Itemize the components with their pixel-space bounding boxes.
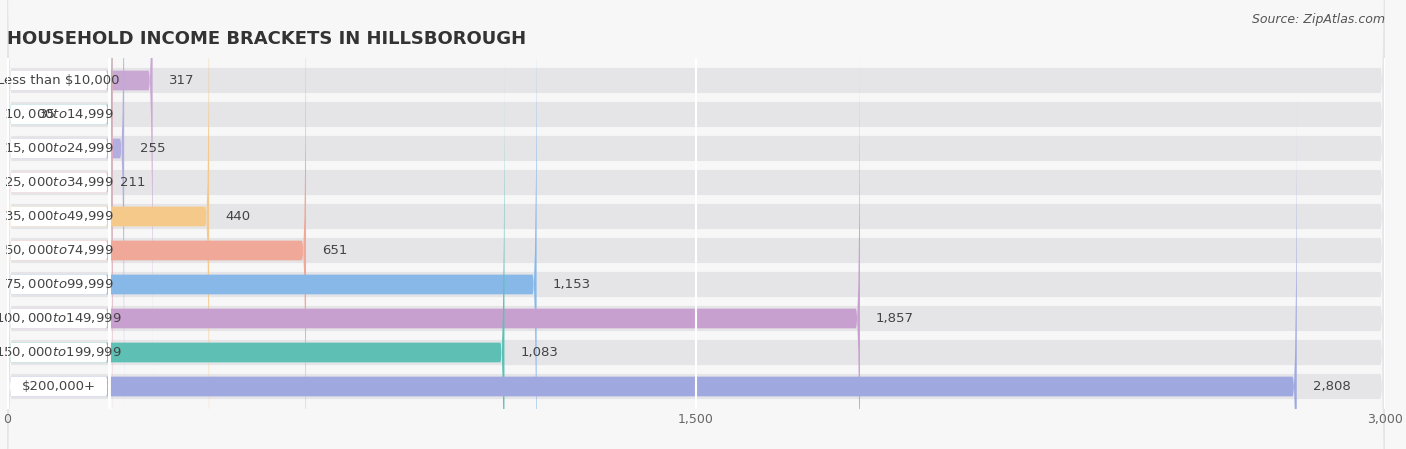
FancyBboxPatch shape bbox=[7, 0, 1385, 442]
FancyBboxPatch shape bbox=[7, 0, 1385, 408]
FancyBboxPatch shape bbox=[7, 90, 110, 449]
FancyBboxPatch shape bbox=[7, 0, 1385, 449]
FancyBboxPatch shape bbox=[7, 0, 209, 449]
FancyBboxPatch shape bbox=[7, 0, 307, 449]
FancyBboxPatch shape bbox=[7, 22, 110, 449]
FancyBboxPatch shape bbox=[7, 0, 1385, 449]
FancyBboxPatch shape bbox=[7, 0, 153, 377]
FancyBboxPatch shape bbox=[7, 0, 1385, 449]
FancyBboxPatch shape bbox=[7, 0, 110, 449]
Text: $50,000 to $74,999: $50,000 to $74,999 bbox=[4, 243, 114, 257]
Text: $200,000+: $200,000+ bbox=[21, 380, 96, 393]
FancyBboxPatch shape bbox=[7, 0, 124, 445]
FancyBboxPatch shape bbox=[7, 0, 112, 449]
Text: Less than $10,000: Less than $10,000 bbox=[0, 74, 120, 87]
Text: $35,000 to $49,999: $35,000 to $49,999 bbox=[4, 210, 114, 224]
Text: 35: 35 bbox=[39, 108, 56, 121]
Text: 2,808: 2,808 bbox=[1313, 380, 1351, 393]
Text: 1,083: 1,083 bbox=[520, 346, 558, 359]
Text: $25,000 to $34,999: $25,000 to $34,999 bbox=[4, 176, 114, 189]
FancyBboxPatch shape bbox=[7, 22, 860, 449]
Text: 651: 651 bbox=[322, 244, 347, 257]
FancyBboxPatch shape bbox=[7, 0, 110, 445]
FancyBboxPatch shape bbox=[7, 56, 110, 449]
Text: HOUSEHOLD INCOME BRACKETS IN HILLSBOROUGH: HOUSEHOLD INCOME BRACKETS IN HILLSBOROUG… bbox=[7, 31, 526, 48]
Text: $150,000 to $199,999: $150,000 to $199,999 bbox=[0, 345, 122, 360]
FancyBboxPatch shape bbox=[7, 0, 110, 411]
FancyBboxPatch shape bbox=[7, 0, 112, 411]
Text: $75,000 to $99,999: $75,000 to $99,999 bbox=[4, 277, 114, 291]
Text: Source: ZipAtlas.com: Source: ZipAtlas.com bbox=[1251, 13, 1385, 26]
FancyBboxPatch shape bbox=[7, 0, 110, 377]
FancyBboxPatch shape bbox=[7, 25, 1385, 449]
FancyBboxPatch shape bbox=[7, 0, 110, 449]
Text: $100,000 to $149,999: $100,000 to $149,999 bbox=[0, 312, 122, 326]
Text: $15,000 to $24,999: $15,000 to $24,999 bbox=[4, 141, 114, 155]
Text: 317: 317 bbox=[169, 74, 194, 87]
Text: 440: 440 bbox=[225, 210, 250, 223]
FancyBboxPatch shape bbox=[7, 90, 1296, 449]
FancyBboxPatch shape bbox=[7, 0, 1385, 449]
Text: $10,000 to $14,999: $10,000 to $14,999 bbox=[4, 107, 114, 122]
FancyBboxPatch shape bbox=[7, 0, 1385, 449]
FancyBboxPatch shape bbox=[7, 59, 1385, 449]
FancyBboxPatch shape bbox=[7, 0, 1385, 449]
FancyBboxPatch shape bbox=[7, 0, 110, 449]
Text: 211: 211 bbox=[120, 176, 145, 189]
Text: 1,857: 1,857 bbox=[876, 312, 914, 325]
Text: 1,153: 1,153 bbox=[553, 278, 591, 291]
FancyBboxPatch shape bbox=[7, 0, 537, 449]
FancyBboxPatch shape bbox=[7, 56, 505, 449]
FancyBboxPatch shape bbox=[7, 0, 110, 449]
Text: 255: 255 bbox=[141, 142, 166, 155]
